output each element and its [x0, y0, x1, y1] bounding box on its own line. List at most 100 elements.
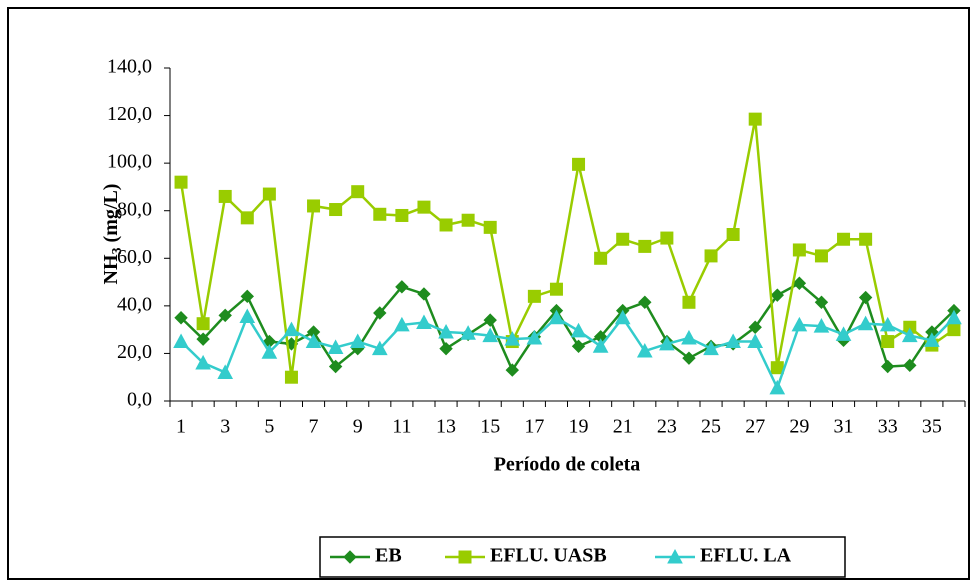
marker [659, 335, 675, 351]
marker [174, 175, 188, 189]
y-tick-label: 0,0 [127, 389, 152, 411]
legend-label: EFLU. LA [700, 545, 792, 567]
marker [261, 344, 278, 359]
x-tick-label: 5 [264, 416, 274, 438]
x-tick-label: 29 [789, 416, 809, 438]
legend-label: EFLU. UASB [490, 545, 607, 567]
marker [748, 320, 762, 334]
marker [682, 295, 696, 309]
x-tick-label: 3 [220, 416, 230, 438]
marker [173, 333, 189, 349]
marker [725, 333, 741, 349]
x-tick-label: 19 [569, 416, 589, 438]
marker [195, 354, 211, 370]
marker [791, 316, 808, 332]
legend-label: EB [375, 545, 402, 567]
marker [174, 311, 188, 325]
marker [548, 309, 565, 325]
marker [792, 276, 807, 290]
x-tick-label: 23 [657, 416, 677, 438]
marker [881, 335, 895, 349]
marker [240, 211, 254, 225]
marker [770, 288, 784, 302]
marker [305, 333, 322, 349]
marker [570, 322, 587, 338]
marker [196, 332, 210, 346]
y-tick-label: 60,0 [117, 246, 152, 268]
marker [395, 280, 409, 294]
marker [458, 550, 472, 564]
marker [859, 232, 873, 246]
marker [262, 187, 276, 201]
marker [394, 316, 410, 332]
y-tick-label: 100,0 [107, 151, 152, 173]
marker [769, 379, 786, 395]
marker [218, 189, 232, 203]
marker [748, 112, 762, 126]
chart-border [7, 7, 970, 580]
legend-box [319, 536, 846, 578]
marker [814, 249, 828, 263]
marker [439, 341, 453, 356]
marker [527, 289, 541, 303]
marker [638, 239, 652, 253]
marker [814, 295, 829, 309]
marker [416, 314, 432, 330]
y-tick-label: 40,0 [117, 293, 152, 315]
y-axis-title-main: NH [100, 254, 122, 284]
x-tick-label: 9 [353, 416, 363, 438]
marker [483, 220, 497, 234]
marker [792, 243, 806, 257]
marker [327, 339, 344, 354]
marker [371, 340, 388, 356]
marker [217, 364, 234, 379]
x-tick-label: 11 [392, 416, 411, 438]
x-tick-label: 27 [745, 416, 765, 438]
y-tick-label: 140,0 [107, 56, 152, 78]
marker [594, 251, 608, 265]
marker [196, 317, 210, 331]
marker [681, 329, 697, 345]
marker [504, 331, 521, 346]
marker [572, 157, 586, 171]
marker [947, 323, 961, 337]
x-tick-label: 7 [309, 416, 319, 438]
marker [460, 325, 476, 340]
marker [284, 370, 298, 384]
marker [682, 351, 696, 365]
marker [837, 232, 851, 246]
y-tick-label: 20,0 [117, 341, 152, 363]
x-tick-label: 15 [480, 416, 500, 438]
marker [307, 199, 321, 213]
y-axis-title-sub: 3 [110, 247, 125, 254]
marker [703, 340, 719, 356]
marker [903, 358, 917, 373]
marker [571, 339, 586, 353]
marker [239, 308, 256, 324]
marker [881, 359, 895, 374]
marker [592, 338, 609, 353]
marker [240, 289, 254, 304]
y-axis-title: NH3 (mg/L) [100, 184, 126, 285]
marker [438, 323, 454, 339]
x-axis-title: Período de coleta [494, 454, 641, 476]
marker [417, 200, 431, 214]
x-tick-label: 1 [176, 416, 186, 438]
marker [660, 231, 674, 245]
marker [614, 309, 631, 325]
marker [835, 326, 852, 341]
x-tick-label: 17 [524, 416, 544, 438]
y-axis-title-unit: (mg/L) [100, 184, 122, 243]
marker [747, 333, 764, 349]
marker [351, 185, 365, 199]
x-tick-label: 35 [922, 416, 942, 438]
marker [813, 318, 830, 333]
marker [349, 333, 366, 349]
marker [417, 287, 431, 301]
marker [526, 329, 543, 345]
marker [616, 232, 630, 246]
x-tick-label: 21 [613, 416, 633, 438]
marker [505, 363, 519, 377]
y-tick-label: 80,0 [117, 198, 152, 220]
marker [461, 213, 475, 227]
